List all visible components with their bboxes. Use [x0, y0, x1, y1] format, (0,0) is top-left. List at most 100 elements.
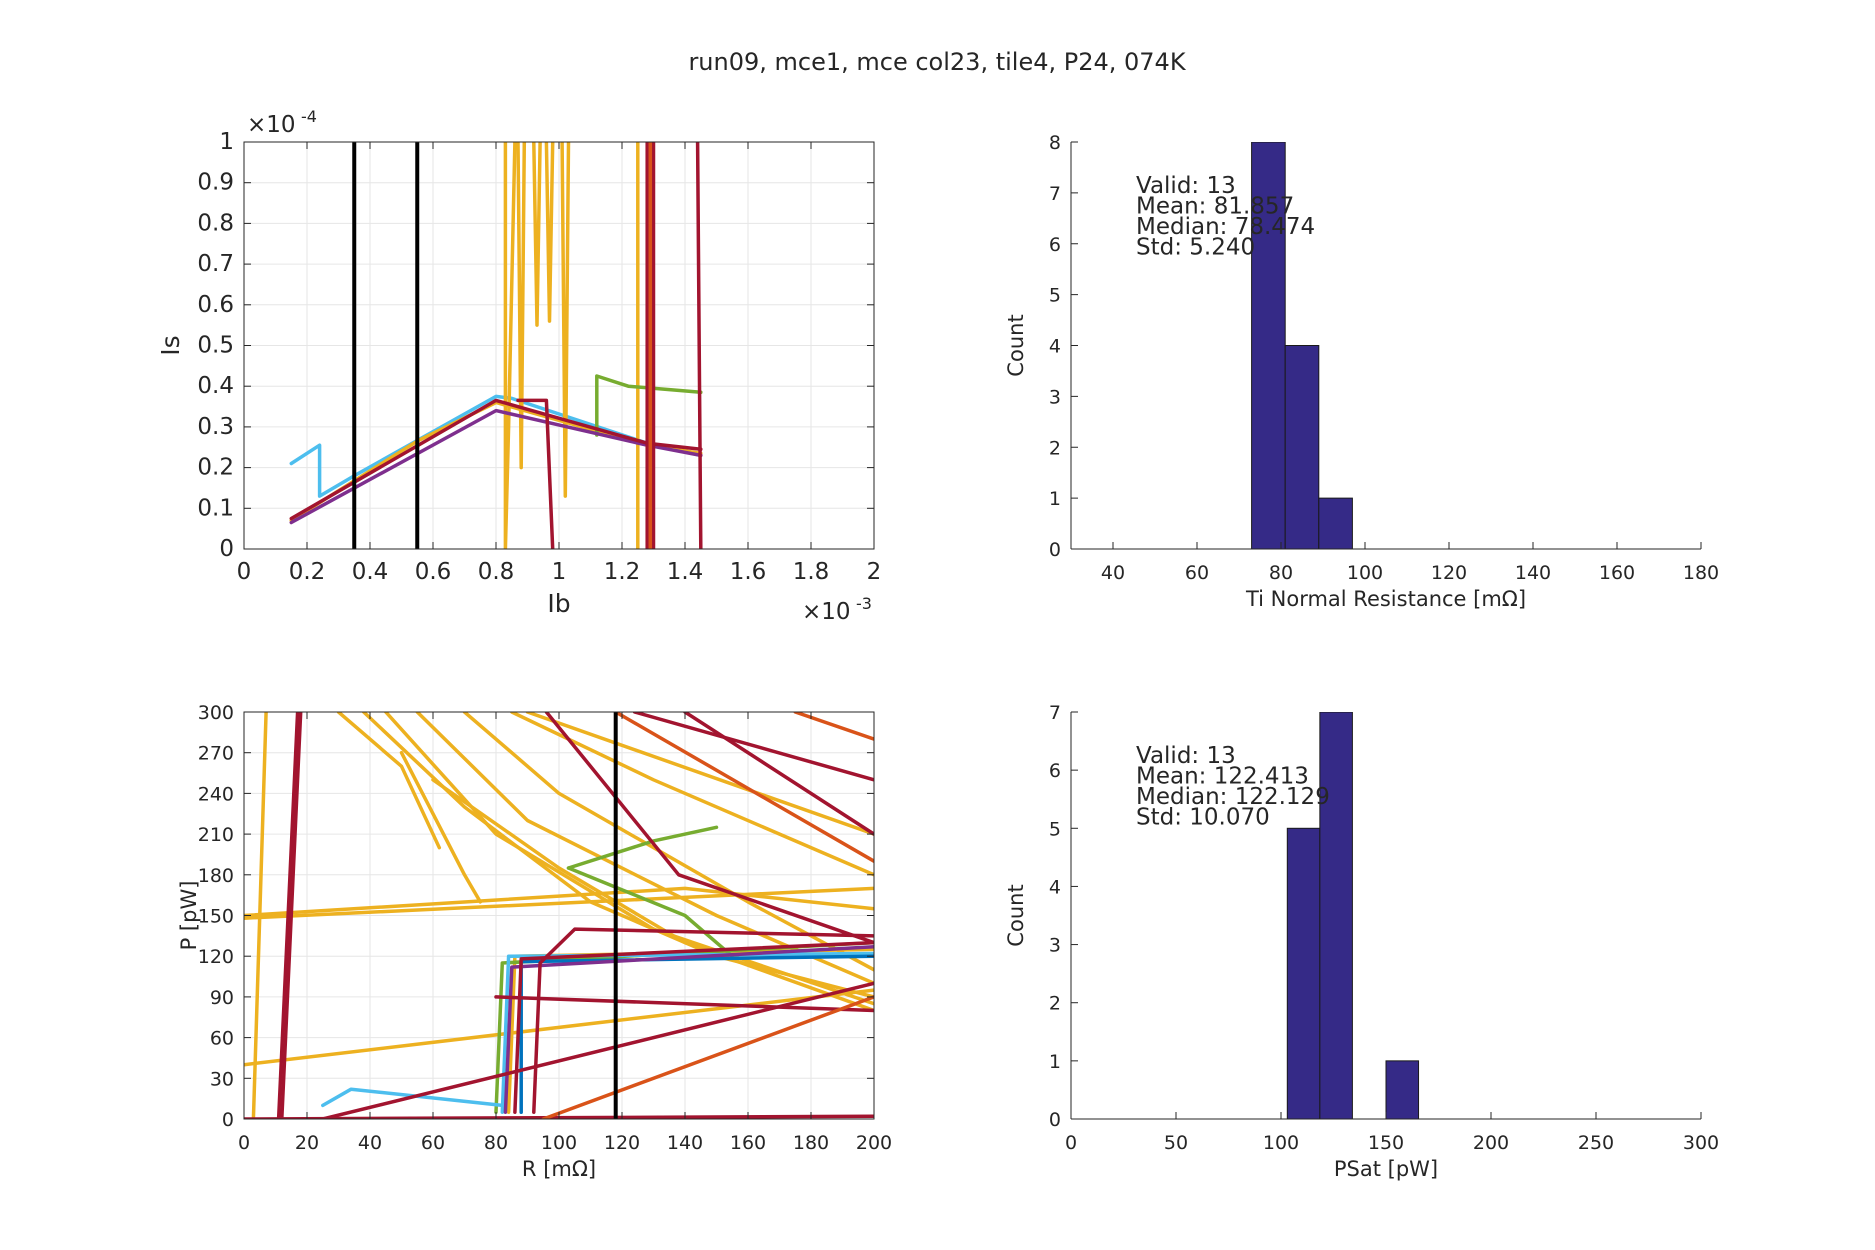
x-tick-label: 1.8: [793, 559, 830, 585]
x-tick-label: 100: [1347, 562, 1383, 584]
y-tick-label: 7: [1049, 702, 1061, 724]
y-tick-label: 0.8: [197, 210, 234, 236]
series-line: [503, 944, 874, 1114]
histogram-bar: [1286, 827, 1321, 1119]
y-tick-label: 180: [198, 865, 234, 887]
x-tick-label: 100: [541, 1132, 577, 1154]
series-line: [613, 712, 874, 863]
y-tick-label: 3: [1049, 935, 1061, 957]
stats-line: Valid: 13: [1136, 173, 1236, 199]
y-tick-label: 90: [210, 987, 234, 1009]
series-line: [632, 712, 874, 782]
figure-title: run09, mce1, mce col23, tile4, P24, 074K: [688, 48, 1186, 76]
x-tick-label: 1.4: [667, 559, 704, 585]
series-line: [503, 142, 517, 549]
series-line: [532, 927, 874, 1114]
stats-line: Std: 5.240: [1136, 235, 1255, 261]
y-tick-label: 0.9: [197, 170, 234, 196]
stats-line: Mean: 122.413: [1136, 764, 1309, 790]
y-axis-label: Count: [1004, 884, 1028, 946]
x-tick-label: 300: [1683, 1132, 1719, 1154]
x-axis-label: Ib: [547, 589, 570, 618]
series-line: [510, 712, 874, 877]
iv-curve-axes: 0 0.2 0.4 0.6 0.8 1 1.2 1.4 1.6 1.8 2 0 0.1 0.2 0.3 0.4…: [156, 107, 881, 625]
y-tick-label: 4: [1049, 336, 1061, 358]
y-tick-label: 2: [1049, 993, 1061, 1015]
y-tick-label: 1: [1049, 488, 1061, 510]
y-tick-label: 0.5: [197, 333, 234, 359]
data-layer: [289, 142, 703, 549]
x-axis-label: Ti Normal Resistance [mΩ]: [1245, 587, 1526, 611]
x-tick-label: 160: [730, 1132, 766, 1154]
series-line: [683, 712, 874, 836]
series-line: [384, 712, 874, 1006]
x-tick-label: 0.4: [352, 559, 389, 585]
series-line: [244, 886, 874, 920]
y-tick-label: 150: [198, 906, 234, 928]
y-axis-label: P [pW]: [177, 881, 201, 951]
y-tick-label: 7: [1049, 183, 1061, 205]
series-line: [244, 886, 874, 918]
series-line: [793, 712, 874, 741]
histogram-bar: [1318, 497, 1353, 549]
plot-area: [1071, 712, 1701, 1119]
series-line: [595, 374, 703, 437]
y-tick-label: 300: [198, 702, 234, 724]
x-tick-label: 180: [1683, 562, 1719, 584]
x-tick-label: 140: [1515, 562, 1551, 584]
y-tick-label: 210: [198, 824, 234, 846]
y-tick-label: 2: [1049, 437, 1061, 459]
y-tick-label: 0.2: [197, 455, 234, 481]
series-line: [560, 142, 571, 498]
series-line: [525, 712, 874, 836]
series-line: [544, 712, 874, 945]
y-tick-label: 0: [1049, 1109, 1061, 1131]
data-layer: [1286, 712, 1420, 1119]
y-tick-label: 60: [210, 1028, 234, 1050]
stats-line: Median: 78.474: [1136, 214, 1315, 240]
y-tick-label: 120: [198, 946, 234, 968]
series-line: [289, 398, 703, 521]
y-tick-label: 0: [1049, 539, 1061, 561]
y-axis-label: Count: [1004, 314, 1028, 376]
x-tick-label: 180: [793, 1132, 829, 1154]
series-line: [544, 142, 555, 323]
y-tick-label: 0.1: [197, 495, 234, 521]
y-tick-label: 0: [219, 536, 234, 562]
y-tick-label: 5: [1049, 818, 1061, 840]
y-tick-label: 6: [1049, 234, 1061, 256]
y-tick-label: 240: [198, 783, 234, 805]
x-tick-label: 200: [1473, 1132, 1509, 1154]
y-tick-label: 30: [210, 1068, 234, 1090]
x-axis-label: PSat [pW]: [1334, 1157, 1438, 1181]
y-exponent-power: -4: [301, 107, 317, 126]
x-tick-label: 80: [484, 1132, 508, 1154]
series-line: [494, 995, 874, 1013]
x-tick-label: 2: [867, 559, 882, 585]
x-tick-label: 20: [295, 1132, 319, 1154]
y-axis-label: Is: [156, 335, 185, 355]
series-line: [516, 398, 555, 549]
stats-line: Valid: 13: [1136, 743, 1236, 769]
series-line: [244, 988, 874, 1067]
y-tick-label: 0.6: [197, 292, 234, 318]
stats-line: Mean: 81.857: [1136, 194, 1294, 220]
y-tick-label: 0.7: [197, 251, 234, 277]
x-tick-label: 120: [1431, 562, 1467, 584]
series-line: [431, 778, 874, 1013]
plot-area: [1071, 142, 1701, 549]
series-line: [516, 142, 527, 470]
x-tick-label: 150: [1368, 1132, 1404, 1154]
series-line: [532, 142, 542, 327]
series-line: [321, 1087, 505, 1108]
y-tick-label: 1: [219, 129, 234, 155]
x-tick-label: 1.2: [604, 559, 641, 585]
x-tick-label: 60: [421, 1132, 445, 1154]
stats-line: Median: 122.129: [1136, 784, 1330, 810]
x-tick-label: 1.6: [730, 559, 767, 585]
y-tick-label: 270: [198, 743, 234, 765]
y-tick-label: 4: [1049, 876, 1061, 898]
x-tick-label: 0: [1065, 1132, 1077, 1154]
